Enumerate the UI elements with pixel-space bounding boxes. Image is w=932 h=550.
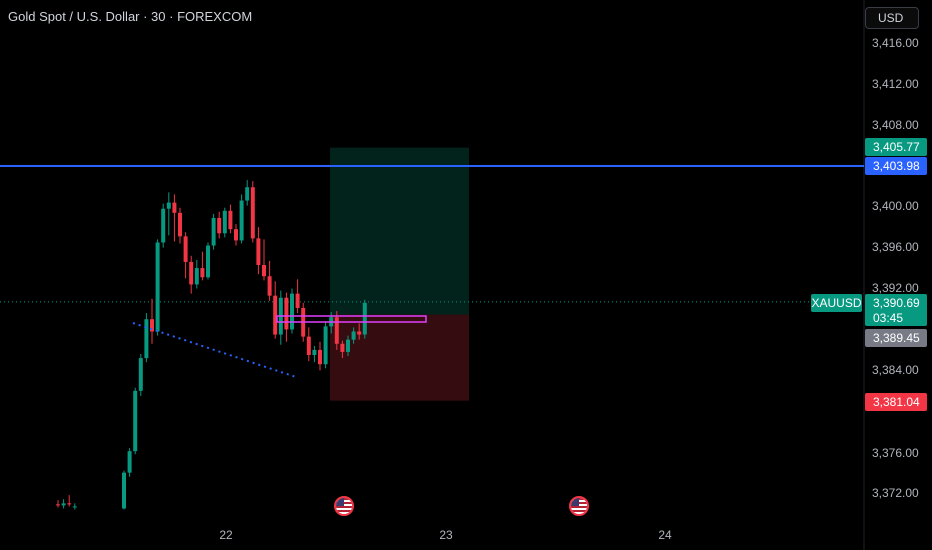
candle-body (166, 202, 171, 209)
candle-body (155, 242, 160, 332)
candle-body (362, 302, 367, 335)
candle-body (234, 229, 238, 241)
candle-body (262, 264, 266, 277)
candle-body (222, 210, 227, 234)
candle-body (245, 187, 250, 201)
candle-body (290, 293, 294, 330)
candle-body (127, 451, 132, 473)
candle-body (318, 349, 322, 365)
y-tick: 3,400.00 (872, 199, 919, 213)
candle-body (206, 245, 210, 278)
candle-body (144, 319, 149, 359)
candle-body (340, 343, 345, 352)
candle-body (346, 339, 350, 352)
candle-body (357, 331, 362, 335)
candle-body (150, 319, 154, 332)
y-tick: 3,412.00 (872, 77, 919, 91)
long-position-profit-zone (330, 147, 469, 315)
candle-body (256, 238, 261, 265)
candle-body (133, 390, 138, 452)
candle-body (211, 217, 216, 246)
trendline-drawing (132, 322, 297, 378)
bar-countdown: 03:45 (873, 311, 904, 325)
candle-body (239, 200, 244, 241)
candle-body (189, 261, 194, 285)
candle-body (72, 506, 77, 508)
y-tick: 3,376.00 (872, 446, 919, 460)
candle-body (250, 187, 255, 239)
candle-body (183, 236, 188, 262)
candle-body (61, 503, 66, 506)
candle-body (334, 317, 339, 344)
y-tick: 3,416.00 (872, 36, 919, 50)
candle-body (306, 336, 311, 356)
candle-body (273, 295, 278, 335)
y-tick: 3,392.00 (872, 281, 919, 295)
candle-body (172, 202, 177, 213)
us-flag-event-icon[interactable] (334, 496, 354, 516)
candle-body (138, 358, 143, 391)
symbol-title: Gold Spot / U.S. Dollar · 30 · FOREXCOM (8, 9, 253, 24)
candle-body (194, 268, 199, 285)
candle-body (312, 349, 317, 356)
candle-body (295, 293, 300, 308)
candle-body (217, 217, 222, 234)
entry-price-label: 3,389.45 (865, 329, 927, 347)
candle-body (284, 297, 289, 330)
current-price-label: 3,390.69 03:45 (865, 294, 927, 326)
candle-body (200, 268, 205, 278)
candle-body (323, 326, 328, 365)
candle-body (228, 210, 233, 230)
candle-body (56, 504, 60, 506)
x-tick: 22 (219, 528, 233, 542)
current-price: 3,390.69 (873, 296, 920, 310)
symbol-tag: XAUUSD (811, 294, 862, 312)
stop-price-label: 3,381.04 (865, 393, 927, 411)
y-tick: 3,408.00 (872, 118, 919, 132)
long-position-loss-zone (330, 314, 469, 401)
y-tick: 3,372.00 (872, 486, 919, 500)
us-flag-event-icon[interactable] (569, 496, 589, 516)
resistance-price-label: 3,403.98 (865, 157, 927, 175)
x-tick: 24 (658, 528, 672, 542)
currency-button[interactable]: USD (865, 7, 919, 29)
candle-body (178, 212, 182, 237)
candle-body (161, 208, 166, 243)
candle-body (67, 503, 72, 505)
rectangle-drawing (276, 315, 427, 323)
y-tick: 3,384.00 (872, 363, 919, 377)
candle-body (351, 331, 356, 340)
candle-body (122, 472, 126, 509)
x-tick: 23 (439, 528, 453, 542)
y-tick: 3,396.00 (872, 240, 919, 254)
candle-body (267, 276, 272, 296)
target-price-label: 3,405.77 (865, 138, 927, 156)
